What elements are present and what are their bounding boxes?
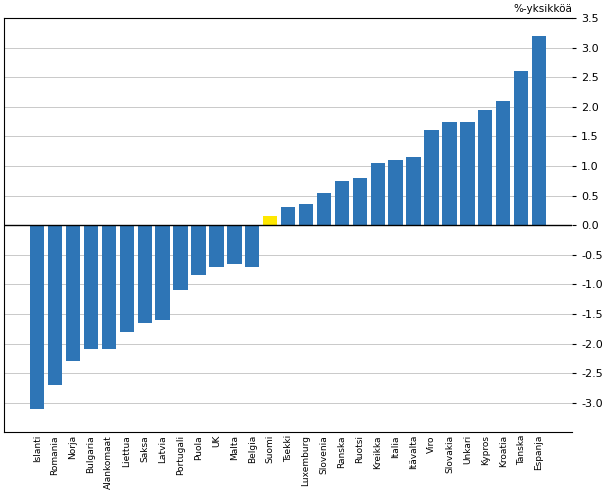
Bar: [30, 225, 44, 409]
Bar: [424, 131, 439, 225]
Bar: [460, 122, 475, 225]
Bar: [478, 110, 492, 225]
Bar: [84, 225, 98, 350]
Bar: [138, 225, 152, 323]
Bar: [407, 157, 421, 225]
Bar: [174, 225, 188, 290]
Bar: [299, 205, 313, 225]
Bar: [102, 225, 116, 350]
Bar: [370, 163, 385, 225]
Bar: [317, 193, 331, 225]
Bar: [245, 225, 259, 267]
Bar: [66, 225, 80, 361]
Bar: [227, 225, 242, 264]
Bar: [514, 71, 528, 225]
Bar: [209, 225, 223, 267]
Bar: [443, 122, 456, 225]
Bar: [263, 216, 277, 225]
Bar: [281, 208, 295, 225]
Text: %-yksikköä: %-yksikköä: [513, 4, 572, 14]
Bar: [496, 101, 510, 225]
Bar: [388, 160, 403, 225]
Bar: [532, 35, 546, 225]
Bar: [191, 225, 206, 276]
Bar: [120, 225, 134, 332]
Bar: [155, 225, 170, 320]
Bar: [353, 178, 367, 225]
Bar: [334, 181, 349, 225]
Bar: [48, 225, 63, 385]
